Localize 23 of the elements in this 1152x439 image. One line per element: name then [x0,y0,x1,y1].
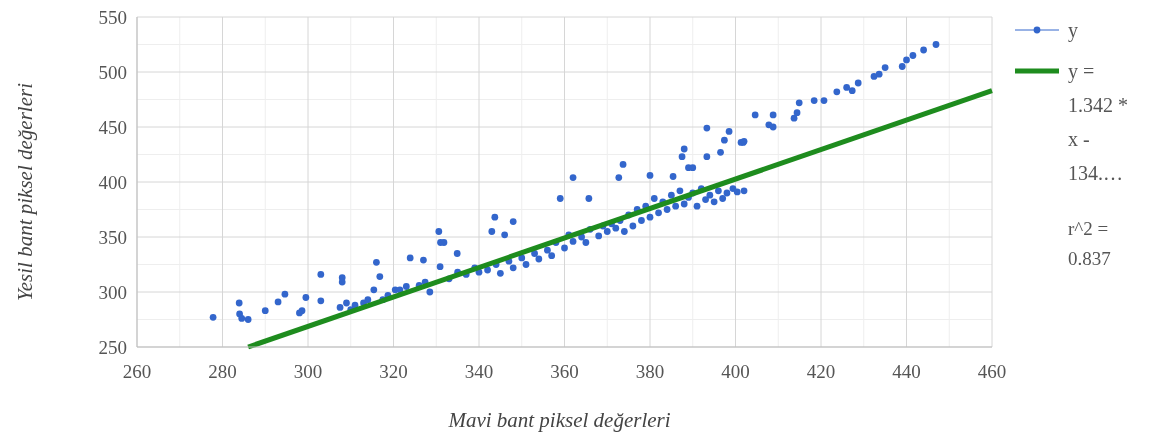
x-tick-label: 360 [550,361,579,382]
x-tick-label: 380 [635,361,665,382]
x-tick-label: 260 [122,361,152,382]
y-tick-label: 550 [98,7,127,28]
x-tick-label: 440 [892,361,921,382]
y-tick-label: 250 [98,337,127,358]
x-tick-label: 420 [806,361,836,382]
y-tick-label: 500 [98,62,127,83]
x-axis-title: Mavi bant piksel değerleri [447,408,671,432]
legend-label: y = 1.342 * x - 134.… [1068,60,1128,184]
x-tick-label: 320 [379,361,408,382]
y-tick-label: 400 [98,172,127,193]
y-axis-title: Yesil bant piksel değerleri [13,82,37,301]
x-tick-label: 280 [208,361,237,382]
legend-label: y [1068,19,1078,42]
y-tick-label: 350 [98,227,127,248]
text: r^2 = 0.837 [1068,218,1111,269]
x-tick-label: 300 [293,361,323,382]
x-tick-label: 340 [464,361,494,382]
y-tick-label: 300 [98,282,127,303]
x-tick-label: 460 [977,361,1007,382]
y-tick-label: 450 [98,117,127,138]
x-tick-label: 400 [721,361,750,382]
